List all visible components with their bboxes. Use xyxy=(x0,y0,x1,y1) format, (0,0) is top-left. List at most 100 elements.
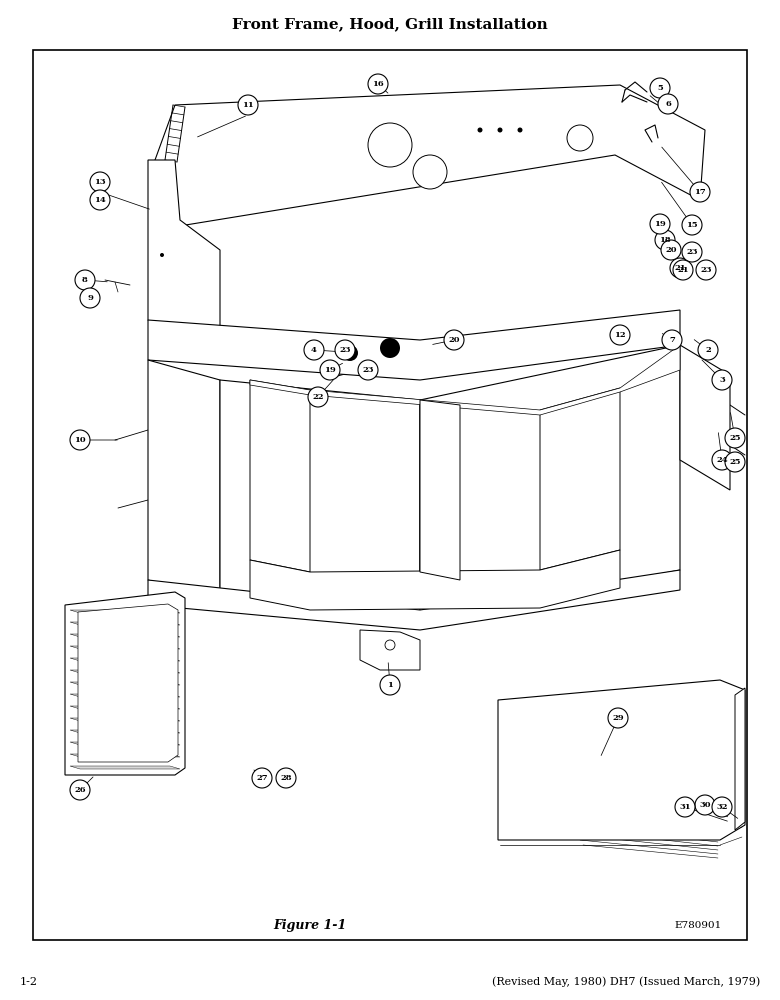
Text: 6: 6 xyxy=(665,100,671,108)
Text: 26: 26 xyxy=(74,786,86,794)
Polygon shape xyxy=(70,742,180,745)
Text: 1: 1 xyxy=(387,681,393,689)
Text: (Revised May, 1980) DH7 (Issued March, 1979): (Revised May, 1980) DH7 (Issued March, 1… xyxy=(491,977,760,987)
Circle shape xyxy=(661,240,681,260)
Text: 2: 2 xyxy=(705,346,711,354)
Circle shape xyxy=(690,182,710,202)
Text: 23: 23 xyxy=(362,366,374,374)
Text: 17: 17 xyxy=(694,188,706,196)
Text: 24: 24 xyxy=(716,456,728,464)
Circle shape xyxy=(725,452,745,472)
Circle shape xyxy=(320,360,340,380)
Circle shape xyxy=(335,340,355,360)
Text: 21: 21 xyxy=(674,264,686,272)
Text: 25: 25 xyxy=(729,458,741,466)
Text: 1-2: 1-2 xyxy=(20,977,38,987)
Polygon shape xyxy=(148,160,220,340)
Circle shape xyxy=(70,430,90,450)
Circle shape xyxy=(698,340,718,360)
Circle shape xyxy=(675,797,695,817)
Circle shape xyxy=(380,338,400,358)
Text: 7: 7 xyxy=(669,336,675,344)
Polygon shape xyxy=(540,388,620,570)
Circle shape xyxy=(608,708,628,728)
Circle shape xyxy=(567,125,593,151)
Circle shape xyxy=(682,242,702,262)
Polygon shape xyxy=(250,345,680,415)
Circle shape xyxy=(655,230,675,250)
Circle shape xyxy=(695,795,715,815)
Text: 22: 22 xyxy=(312,393,324,401)
Text: 19: 19 xyxy=(654,220,666,228)
Polygon shape xyxy=(420,345,680,620)
Text: 8: 8 xyxy=(82,276,88,284)
Polygon shape xyxy=(680,345,730,490)
Polygon shape xyxy=(70,682,180,685)
Polygon shape xyxy=(360,630,420,670)
Circle shape xyxy=(385,640,395,650)
Circle shape xyxy=(650,214,670,234)
Polygon shape xyxy=(70,718,180,721)
Circle shape xyxy=(342,345,358,361)
Circle shape xyxy=(725,428,745,448)
Text: 5: 5 xyxy=(657,84,663,92)
Polygon shape xyxy=(250,380,310,572)
Polygon shape xyxy=(65,592,185,775)
Circle shape xyxy=(238,95,258,115)
Circle shape xyxy=(308,387,328,407)
Circle shape xyxy=(498,127,502,132)
Circle shape xyxy=(517,127,523,132)
Polygon shape xyxy=(70,754,180,757)
Text: 3: 3 xyxy=(719,376,725,384)
Polygon shape xyxy=(70,634,180,637)
Text: 23: 23 xyxy=(700,266,711,274)
Text: 23: 23 xyxy=(686,248,698,256)
Circle shape xyxy=(80,288,100,308)
Circle shape xyxy=(682,215,702,235)
Polygon shape xyxy=(148,570,680,630)
Polygon shape xyxy=(250,550,620,610)
Circle shape xyxy=(380,675,400,695)
Circle shape xyxy=(90,190,110,210)
Circle shape xyxy=(610,325,630,345)
Text: 28: 28 xyxy=(280,774,292,782)
Circle shape xyxy=(358,360,378,380)
Circle shape xyxy=(673,260,693,280)
Circle shape xyxy=(276,768,296,788)
Text: Figure 1-1: Figure 1-1 xyxy=(273,918,346,932)
Text: E780901: E780901 xyxy=(675,920,722,930)
Text: 12: 12 xyxy=(614,331,626,339)
Circle shape xyxy=(712,370,732,390)
Text: 27: 27 xyxy=(256,774,268,782)
Text: 29: 29 xyxy=(612,714,624,722)
Circle shape xyxy=(304,340,324,360)
Text: 10: 10 xyxy=(74,436,86,444)
Circle shape xyxy=(650,78,670,98)
Text: 32: 32 xyxy=(716,803,728,811)
Text: 14: 14 xyxy=(94,196,106,204)
Text: 4: 4 xyxy=(311,346,317,354)
Polygon shape xyxy=(155,85,705,230)
Polygon shape xyxy=(148,360,220,600)
Circle shape xyxy=(413,155,447,189)
Text: Front Frame, Hood, Grill Installation: Front Frame, Hood, Grill Installation xyxy=(232,17,548,31)
Text: 20: 20 xyxy=(665,246,677,254)
Polygon shape xyxy=(220,380,420,620)
Polygon shape xyxy=(70,694,180,697)
Circle shape xyxy=(477,127,483,132)
Text: 16: 16 xyxy=(372,80,384,88)
Text: 20: 20 xyxy=(448,336,459,344)
Circle shape xyxy=(368,123,412,167)
Polygon shape xyxy=(70,730,180,733)
Polygon shape xyxy=(70,610,180,613)
Circle shape xyxy=(658,94,678,114)
Circle shape xyxy=(368,74,388,94)
Bar xyxy=(33,50,747,940)
Circle shape xyxy=(670,258,690,278)
Polygon shape xyxy=(70,658,180,661)
Circle shape xyxy=(75,270,95,290)
Circle shape xyxy=(712,797,732,817)
Polygon shape xyxy=(70,622,180,625)
Polygon shape xyxy=(70,646,180,649)
Text: 19: 19 xyxy=(324,366,336,374)
